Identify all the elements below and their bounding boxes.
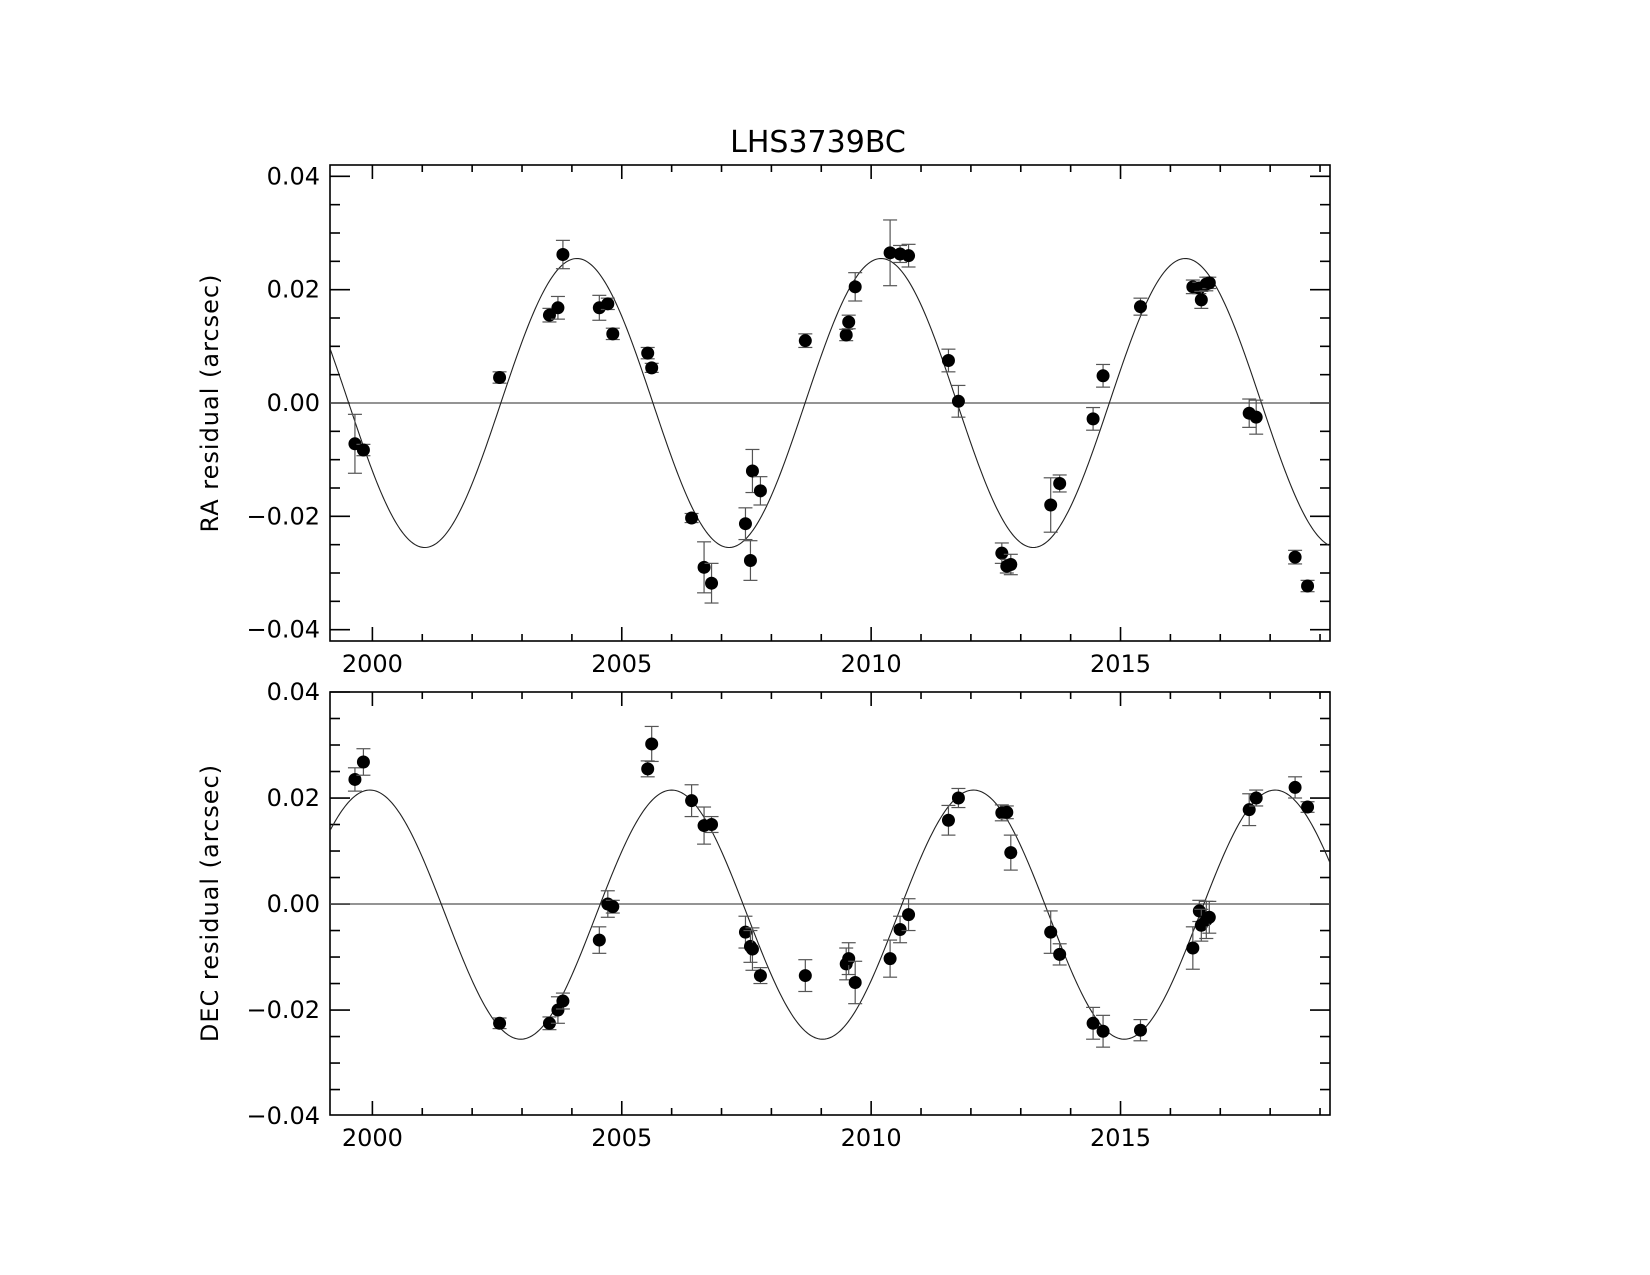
- dec-data-point: [645, 737, 659, 751]
- dec-data-point: [1004, 846, 1018, 860]
- ra-model-curve: [330, 257, 1330, 549]
- ra-data-point: [842, 315, 856, 329]
- ra-x-tick-label: 2010: [841, 650, 902, 678]
- dec-x-tick-label: 2000: [342, 1124, 403, 1152]
- ra-y-tick-label: 0.00: [267, 389, 320, 417]
- ra-data-point: [1194, 293, 1208, 307]
- dec-data-point: [883, 952, 897, 966]
- ra-data-point: [1133, 300, 1147, 314]
- ra-data-point: [1301, 579, 1315, 593]
- dec-data-point: [685, 794, 699, 808]
- dec-y-tick-label: −0.04: [246, 1102, 320, 1130]
- ra-data-point: [705, 576, 719, 590]
- ra-y-tick-label: −0.02: [246, 502, 320, 530]
- ra-data-point: [1096, 369, 1110, 383]
- ra-y-axis-title: RA residual (arcsec): [196, 274, 224, 533]
- dec-data-point: [348, 772, 362, 786]
- dec-data-point: [1242, 803, 1256, 817]
- ra-data-point: [941, 354, 955, 367]
- ra-data-point: [738, 517, 752, 531]
- dec-model-curve: [330, 789, 1330, 1040]
- ra-data-point: [883, 246, 897, 260]
- dec-data-point: [1044, 925, 1058, 939]
- ra-data-point: [551, 301, 565, 315]
- ra-data-point: [848, 280, 862, 294]
- ra-data-point: [1086, 412, 1100, 426]
- dec-data-point: [1301, 800, 1315, 814]
- dec-data-point: [842, 952, 856, 966]
- ra-data-point: [1288, 550, 1302, 564]
- dec-data-point: [745, 942, 759, 956]
- dec-data-point: [641, 762, 655, 776]
- dec-data-point: [592, 933, 606, 947]
- dec-y-tick-label: 0.00: [267, 890, 320, 918]
- dec-y-tick-label: 0.04: [267, 678, 320, 706]
- dec-data-point: [1192, 904, 1206, 918]
- ra-data-point: [1044, 498, 1058, 512]
- dec-panel: DEC residual (arcsec) 2000 2005 2010 2015 0.…: [196, 678, 1331, 1152]
- ra-x-tick-label: 2005: [591, 650, 652, 678]
- ra-data-point: [1249, 410, 1263, 424]
- ra-data-point: [951, 394, 965, 408]
- ra-data-point: [542, 308, 556, 322]
- dec-y-tick-label: 0.02: [267, 784, 320, 812]
- dec-data-point: [798, 969, 812, 983]
- ra-data-point: [697, 560, 711, 574]
- ra-y-tick-label: 0.02: [267, 276, 320, 304]
- dec-data-point: [753, 969, 767, 983]
- ra-data-point: [493, 371, 507, 384]
- dec-data-point: [1249, 791, 1263, 805]
- ra-data-point: [606, 327, 620, 341]
- ra-data-point: [745, 464, 759, 478]
- ra-data-point: [556, 248, 570, 262]
- dec-data-point: [1133, 1023, 1147, 1037]
- dec-x-tick-label: 2015: [1090, 1124, 1151, 1152]
- dec-x-tick-label: 2010: [841, 1124, 902, 1152]
- ra-panel: RA residual (arcsec) 2000 2005 2010 2015 0.0…: [196, 162, 1331, 678]
- dec-data-point: [1186, 941, 1200, 955]
- ra-data-point: [902, 249, 916, 263]
- ra-x-tick-label: 2015: [1090, 650, 1151, 678]
- dec-data-point: [1202, 910, 1216, 924]
- dec-data-point: [902, 908, 916, 922]
- dec-data-point: [1000, 805, 1014, 819]
- ra-data-point: [995, 546, 1009, 560]
- ra-data-point: [1053, 476, 1067, 490]
- dec-data-point: [1053, 947, 1067, 961]
- ra-y-tick-label: −0.04: [246, 616, 320, 644]
- dec-data-point: [705, 818, 719, 832]
- dec-data-point: [493, 1016, 507, 1030]
- dec-data-point: [951, 791, 965, 805]
- ra-data-point: [1004, 558, 1018, 571]
- ra-data-point: [601, 297, 615, 311]
- ra-data-point: [743, 554, 757, 568]
- ra-data-point: [356, 443, 370, 457]
- dec-data-point: [1288, 780, 1302, 794]
- ra-data-point: [753, 484, 767, 498]
- ra-data-point: [1202, 276, 1216, 290]
- ra-x-tick-label: 2000: [342, 650, 403, 678]
- ra-data-point: [645, 361, 659, 375]
- dec-data-point: [941, 813, 955, 827]
- ra-data-point: [685, 511, 699, 525]
- dec-data-point: [542, 1016, 556, 1030]
- ra-data-point: [839, 328, 853, 342]
- dec-data-point: [848, 975, 862, 989]
- dec-data-point: [1086, 1016, 1100, 1030]
- dec-y-tick-label: −0.02: [246, 996, 320, 1024]
- dec-y-axis-title: DEC residual (arcsec): [196, 764, 224, 1042]
- ra-data-point: [641, 346, 655, 360]
- dec-data-point: [738, 925, 752, 939]
- dec-data-point: [893, 922, 907, 936]
- dec-data-point: [1096, 1024, 1110, 1038]
- dec-data-point: [356, 755, 370, 769]
- ra-data-point: [798, 334, 812, 348]
- dec-data-point: [606, 900, 620, 914]
- dec-x-tick-label: 2005: [591, 1124, 652, 1152]
- ra-y-tick-label: 0.04: [267, 162, 320, 190]
- chart-title: LHS3739BC: [730, 125, 906, 160]
- dec-data-point: [556, 994, 570, 1008]
